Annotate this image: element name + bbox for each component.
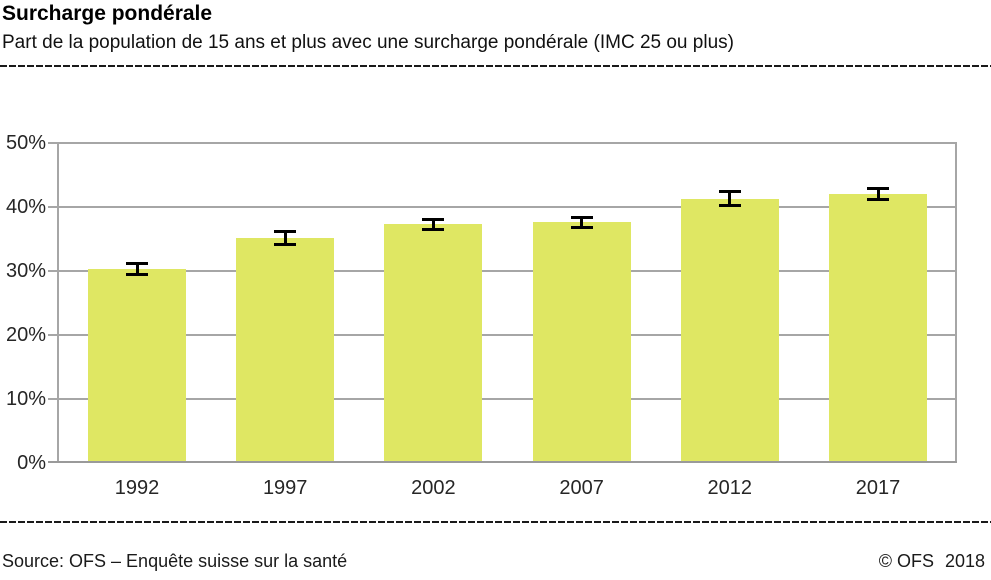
bar-1997 bbox=[236, 237, 335, 463]
error-bar-cap-top-2012 bbox=[718, 190, 741, 193]
right-border-line bbox=[955, 143, 957, 463]
bar-2017 bbox=[829, 193, 927, 463]
error-bar-stem-2007 bbox=[580, 216, 584, 228]
bar-2007 bbox=[532, 222, 631, 463]
error-bar-cap-top-2007 bbox=[570, 215, 593, 219]
bottom-divider bbox=[0, 521, 991, 523]
error-bar-cap-bottom-2012 bbox=[718, 204, 741, 208]
error-bar-cap-bottom-2007 bbox=[570, 226, 593, 230]
chart-region: 0% 10% 20% 30% 40% 50% 1992 1997 2002 2007 2012 201… bbox=[0, 132, 991, 523]
page-subtitle: Part de la population de 15 ans et plus … bbox=[2, 32, 734, 53]
error-bar-stem-1997 bbox=[283, 231, 287, 245]
x-axis-label-2012: 2012 bbox=[707, 477, 753, 499]
top-divider bbox=[0, 65, 991, 67]
error-bar-cap-top-2002 bbox=[422, 217, 445, 221]
y-axis-line bbox=[57, 143, 59, 463]
gridline-30 bbox=[48, 270, 957, 272]
plot-area bbox=[48, 142, 957, 463]
error-bar-stem-2012 bbox=[728, 191, 732, 206]
bar-2012 bbox=[680, 198, 779, 463]
y-axis-tick-label: 0% bbox=[17, 452, 46, 474]
copyright-note: © OFS 2018 bbox=[879, 551, 985, 572]
gridline-40 bbox=[48, 206, 957, 208]
gridline-50 bbox=[48, 142, 957, 144]
page-title: Surcharge pondérale bbox=[2, 2, 213, 25]
y-axis-tick-label: 10% bbox=[5, 388, 46, 410]
gridline-10 bbox=[48, 398, 957, 400]
source-note: Source: OFS – Enquête suisse sur la sant… bbox=[2, 551, 348, 571]
y-axis-tick-label: 20% bbox=[5, 324, 46, 346]
error-bar-stem-2002 bbox=[431, 218, 435, 229]
y-axis-tick-label: 30% bbox=[5, 260, 46, 282]
error-bar-cap-bottom-1997 bbox=[274, 243, 297, 247]
error-bar-stem-1992 bbox=[135, 263, 139, 275]
copyright-year: 2018 bbox=[944, 551, 985, 571]
y-axis-tick-label: 50% bbox=[5, 132, 46, 154]
x-axis-label-2007: 2007 bbox=[559, 477, 604, 499]
x-axis-label-2017: 2017 bbox=[855, 477, 901, 499]
error-bar-cap-top-1997 bbox=[274, 230, 297, 234]
x-axis-line bbox=[48, 461, 957, 463]
copyright-owner: © OFS bbox=[878, 551, 934, 571]
x-axis-label-2002: 2002 bbox=[411, 477, 456, 499]
error-bar-cap-top-2017 bbox=[867, 186, 889, 190]
error-bar-stem-2017 bbox=[876, 187, 880, 200]
y-axis-tick-label: 40% bbox=[5, 196, 46, 218]
error-bar-cap-top-1992 bbox=[126, 262, 148, 266]
gridline-20 bbox=[48, 334, 957, 336]
error-bar-cap-bottom-2017 bbox=[867, 198, 889, 202]
bar-2002 bbox=[384, 223, 483, 463]
x-axis-label-1992: 1992 bbox=[114, 477, 160, 499]
bar-1992 bbox=[88, 269, 186, 463]
error-bar-cap-bottom-2002 bbox=[422, 227, 445, 231]
x-axis-label-1997: 1997 bbox=[262, 477, 308, 499]
error-bar-cap-bottom-1992 bbox=[126, 273, 148, 277]
